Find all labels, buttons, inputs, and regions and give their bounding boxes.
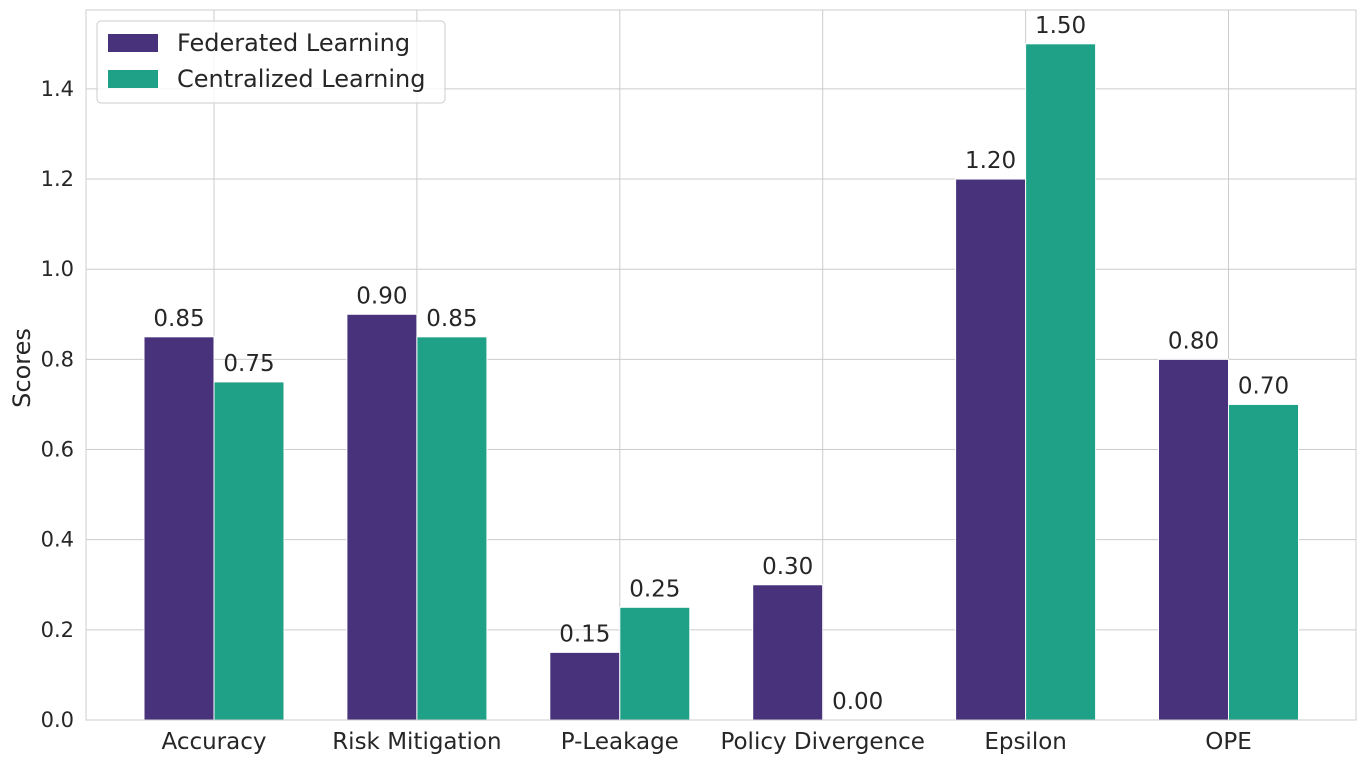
bars [143,43,1299,721]
value-label-centralized: 1.50 [1035,13,1086,39]
value-label-centralized: 0.25 [629,576,680,602]
x-tick-label: OPE [1205,729,1252,755]
legend-label-federated: Federated Learning [177,29,410,57]
bar-federated [549,651,621,721]
bar-federated [346,313,418,721]
legend: Federated Learning Centralized Learning [96,20,446,104]
value-labels: 0.85 0.90 0.15 0.30 1.20 0.80 0.75 0.85 0.25 0.00… [153,13,1289,715]
y-axis-title: Scores [8,328,36,408]
value-label-centralized: 0.75 [223,351,274,377]
value-label-centralized: 0.70 [1238,373,1289,399]
value-label-federated: 0.80 [1168,328,1219,354]
bar-centralized [416,336,488,721]
bar-federated [955,178,1027,721]
x-tick-label: P-Leakage [561,729,679,755]
value-label-centralized: 0.85 [426,306,477,332]
value-label-federated: 0.85 [153,306,204,332]
value-label-federated: 0.30 [762,554,813,580]
value-label-federated: 1.20 [965,148,1016,174]
y-axis-ticks: 0.0 0.2 0.4 0.6 0.8 1.0 1.2 1.4 [41,77,74,732]
x-tick-label: Epsilon [984,729,1067,755]
legend-swatch-centralized [108,70,158,88]
bar-centralized [213,381,285,721]
x-tick-label: Policy Divergence [720,729,925,755]
y-tick-label: 0.2 [41,618,74,642]
bar-centralized [1025,43,1097,721]
y-tick-label: 0.4 [41,528,74,552]
value-label-centralized: 0.00 [832,689,883,715]
y-tick-label: 1.4 [41,77,74,101]
x-tick-label: Risk Mitigation [332,729,501,755]
y-tick-label: 1.0 [41,257,74,281]
legend-swatch-federated [108,34,158,52]
legend-box [96,20,446,104]
bar-federated [752,584,824,721]
bar-federated [143,336,215,721]
x-tick-label: Accuracy [161,729,266,755]
value-label-federated: 0.90 [356,283,407,309]
y-tick-label: 1.2 [41,167,74,191]
value-label-federated: 0.15 [559,621,610,647]
bar-centralized [619,606,691,721]
x-axis-ticks: Accuracy Risk Mitigation P-Leakage Policy D… [161,729,1251,755]
y-tick-label: 0.8 [41,347,74,371]
plot-frame [85,9,1357,721]
bar-centralized [1228,403,1299,721]
y-tick-label: 0.6 [41,438,74,462]
bar-federated [1158,358,1229,721]
legend-label-centralized: Centralized Learning [177,65,425,93]
y-tick-label: 0.0 [41,708,74,732]
